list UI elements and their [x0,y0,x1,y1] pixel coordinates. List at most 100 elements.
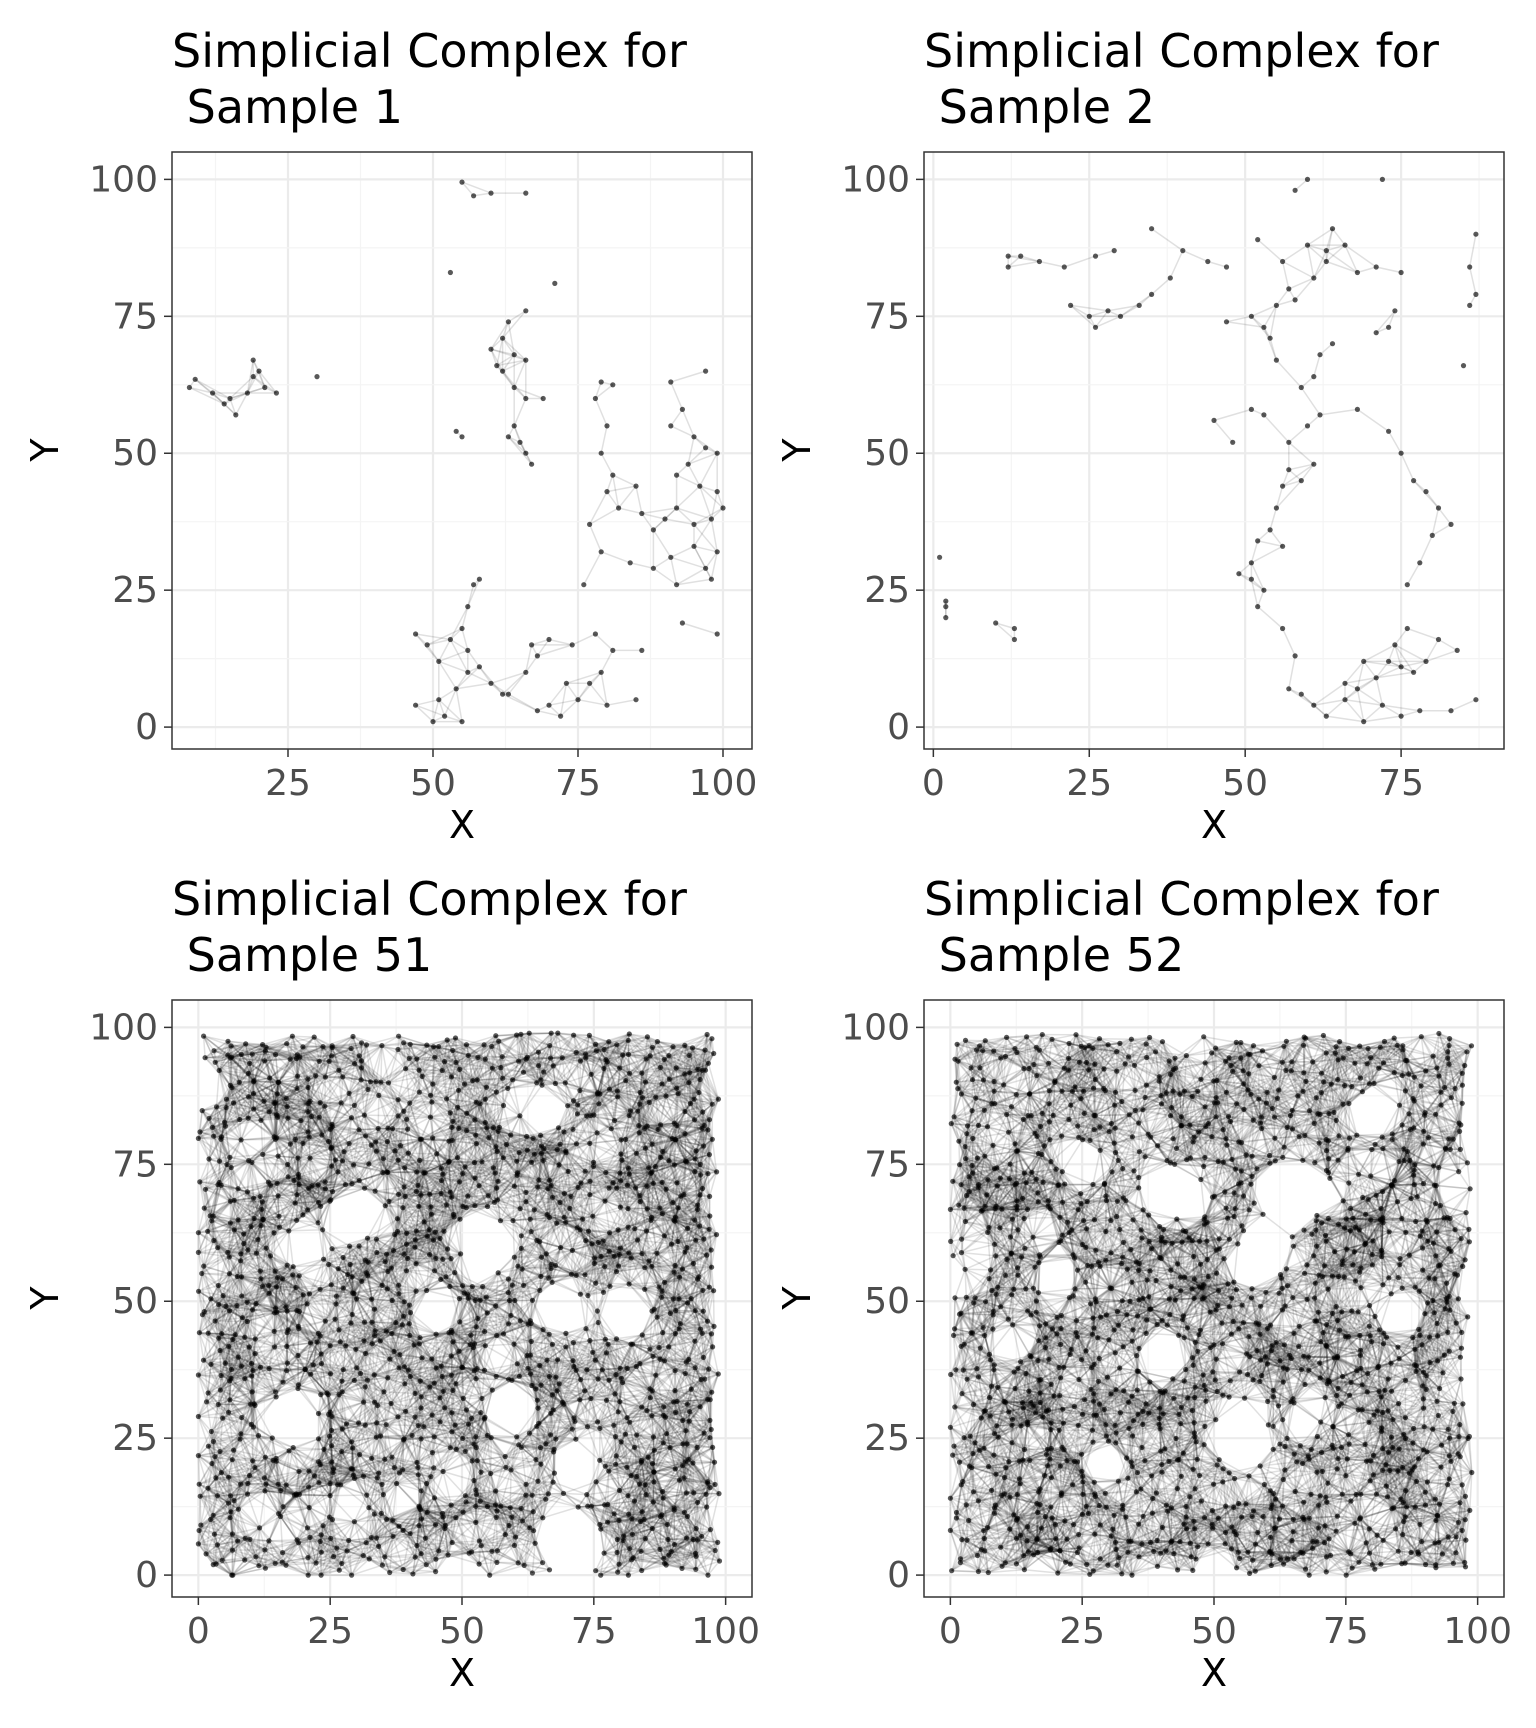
data-point [563,680,570,686]
complex-edge [203,1359,222,1377]
data-point [668,554,674,560]
data-point [505,691,511,697]
panel-title-line2: Sample 2 [924,80,1155,134]
data-point [465,604,471,610]
complex-edge [1325,228,1334,262]
data-point [523,669,529,675]
data-point [1373,264,1379,270]
complex-edge [206,1401,229,1414]
complex-edge [1400,452,1415,481]
complex-edge [194,378,225,405]
complex-edge [693,518,713,547]
data-point [1473,697,1479,703]
complex-edge [1138,293,1153,306]
complex-edge [490,348,498,366]
complex-edge [502,359,527,372]
complex-edge [1275,288,1290,306]
data-point [471,582,477,588]
complex-edge [1250,578,1265,591]
complex-edge [197,1265,205,1292]
complex-edge [676,485,701,509]
x-axis-label: X [449,803,475,847]
complex-edge [197,1374,209,1394]
complex-edge [1288,469,1302,482]
data-point [592,631,599,637]
complex-edge [507,321,515,355]
complex-edge [682,622,718,635]
complex-edge [207,1487,231,1497]
complex-edge [699,485,713,520]
complex-edge [513,386,544,400]
complex-edge [670,545,695,558]
data-point [1342,697,1348,703]
complex-edge [202,1360,209,1394]
complex-edge [1363,704,1383,723]
y-axis-label: Y [775,438,819,463]
complex-edge [201,1314,220,1339]
complex-edge [1238,562,1252,575]
data-point [650,527,657,533]
gridlines [172,152,752,749]
data-point [447,269,453,276]
complex-edge [461,181,475,197]
complex-edge [203,1265,230,1275]
complex-edge [507,310,527,323]
data-point [1149,226,1155,232]
complex-edge [438,699,463,723]
complex-edge [198,1454,213,1465]
data-point [1111,248,1117,254]
complex-edge [1356,661,1365,689]
complex-edge [1313,682,1346,706]
complex-edge [1425,491,1440,509]
complex-edge [198,1284,219,1293]
complex-edge [716,491,724,509]
complex-edge [198,1543,233,1551]
data-point [598,450,604,456]
complex-edge [203,1251,229,1267]
complex-edge [1269,529,1284,547]
data-point [1236,571,1242,577]
complex-edge [548,682,567,706]
complex-edge [1269,507,1278,531]
data-point [1230,439,1236,445]
panel-sample-51: Simplicial Complex for Sample 51 0 25 50 75… [23,872,760,1695]
data-point [505,319,511,325]
complex-edge [198,1399,231,1418]
complex-edge [199,1476,229,1485]
data-point [674,582,680,588]
complex-edge [710,491,718,520]
complex-edge [198,1304,220,1334]
data-point [250,357,256,363]
data-point [1392,308,1398,314]
data-point [1411,669,1417,675]
complex-edge [197,1374,221,1391]
complex-edge [203,1359,232,1379]
complex-edge [455,688,463,722]
complex-edge [1376,671,1414,679]
complex-edge [229,392,248,400]
data-point [1317,412,1323,418]
complex-edge [199,1495,231,1519]
complex-edge [438,660,469,674]
data-point [552,280,558,286]
complex-edge [1437,507,1452,525]
data-point [1435,636,1442,643]
complex-edge [600,551,631,564]
complex-edge [1357,677,1377,690]
data-point [511,423,517,429]
complex-edge [194,378,231,400]
complex-edge [676,507,712,520]
complex-edge [589,671,602,684]
complex-edge [693,523,718,553]
complex-edge [1070,304,1096,328]
complex-edge [203,1295,224,1313]
data-point [476,664,482,670]
complex-edge [1094,310,1109,328]
complex-edge [198,1471,222,1485]
complex-edge [415,704,434,723]
complex-edge [1356,688,1365,722]
data-point [1280,483,1286,489]
complex-edge [204,1304,238,1313]
x-axis-label: X [1201,803,1227,847]
complex-edge [198,1411,229,1418]
